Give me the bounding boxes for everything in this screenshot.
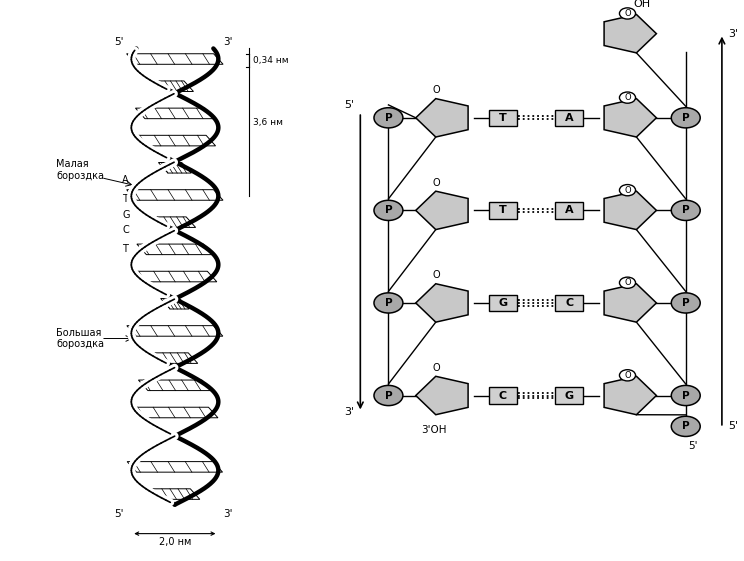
Polygon shape: [152, 353, 198, 364]
Text: 3': 3': [344, 407, 354, 417]
Circle shape: [620, 8, 635, 19]
FancyBboxPatch shape: [489, 109, 517, 126]
Polygon shape: [154, 217, 196, 227]
Text: A: A: [565, 113, 574, 123]
Circle shape: [671, 108, 700, 128]
Circle shape: [671, 416, 700, 436]
Text: 5': 5': [114, 37, 124, 47]
Text: O: O: [433, 178, 440, 188]
Text: O: O: [624, 9, 631, 18]
Circle shape: [374, 293, 403, 313]
Polygon shape: [416, 191, 468, 229]
FancyBboxPatch shape: [555, 295, 583, 311]
Text: 5': 5': [114, 509, 124, 518]
Text: 3'OH: 3'OH: [421, 425, 446, 435]
Text: C: C: [499, 390, 507, 401]
Text: O: O: [624, 93, 631, 102]
Polygon shape: [133, 272, 217, 282]
Polygon shape: [137, 244, 213, 255]
Polygon shape: [126, 190, 223, 200]
Circle shape: [620, 185, 635, 196]
Text: O: O: [433, 363, 440, 373]
Text: P: P: [682, 205, 690, 215]
Polygon shape: [132, 407, 218, 418]
Polygon shape: [135, 108, 214, 119]
Text: C: C: [122, 226, 129, 236]
Text: 3,6 нм: 3,6 нм: [253, 118, 283, 127]
Text: 3': 3': [224, 37, 233, 47]
Text: G: G: [565, 390, 574, 401]
Text: 2,0 нм: 2,0 нм: [158, 537, 191, 548]
Text: P: P: [682, 298, 690, 308]
Polygon shape: [126, 325, 223, 336]
Polygon shape: [161, 298, 189, 309]
Polygon shape: [604, 99, 656, 137]
Text: T: T: [499, 205, 507, 215]
FancyBboxPatch shape: [489, 295, 517, 311]
Polygon shape: [126, 54, 223, 65]
Polygon shape: [156, 81, 193, 91]
Text: Большая
бороздка: Большая бороздка: [57, 328, 104, 350]
Text: G: G: [122, 210, 129, 219]
Polygon shape: [604, 191, 656, 229]
Circle shape: [374, 385, 403, 406]
Circle shape: [671, 200, 700, 220]
Circle shape: [374, 200, 403, 220]
Text: T: T: [122, 194, 128, 204]
Circle shape: [671, 385, 700, 406]
Polygon shape: [127, 462, 222, 472]
Text: C: C: [565, 298, 574, 308]
Text: 5': 5': [728, 421, 738, 431]
Polygon shape: [604, 284, 656, 322]
Text: 3': 3': [728, 29, 738, 39]
Polygon shape: [138, 380, 211, 390]
Polygon shape: [604, 376, 656, 415]
Polygon shape: [134, 135, 216, 146]
Text: T: T: [122, 244, 128, 254]
Text: A: A: [565, 205, 574, 215]
Polygon shape: [150, 489, 200, 499]
Polygon shape: [416, 284, 468, 322]
FancyBboxPatch shape: [489, 387, 517, 404]
Text: OH: OH: [634, 0, 651, 10]
FancyBboxPatch shape: [555, 109, 583, 126]
Text: T: T: [499, 113, 507, 123]
Text: Малая
бороздка: Малая бороздка: [57, 159, 104, 181]
FancyBboxPatch shape: [489, 202, 517, 218]
Text: P: P: [385, 205, 392, 215]
Text: G: G: [498, 298, 507, 308]
Text: P: P: [682, 421, 690, 431]
FancyBboxPatch shape: [555, 387, 583, 404]
Text: A: A: [122, 175, 129, 185]
Text: P: P: [682, 113, 690, 123]
Text: O: O: [433, 270, 440, 280]
Text: 3': 3': [224, 509, 233, 518]
Text: 5': 5': [687, 441, 697, 450]
Polygon shape: [158, 163, 191, 173]
Text: P: P: [682, 390, 690, 401]
Text: O: O: [624, 371, 631, 380]
Text: P: P: [385, 390, 392, 401]
Circle shape: [671, 293, 700, 313]
Circle shape: [620, 92, 635, 103]
Text: 5': 5': [344, 100, 354, 110]
Text: P: P: [385, 298, 392, 308]
Text: O: O: [624, 186, 631, 195]
FancyBboxPatch shape: [555, 202, 583, 218]
Polygon shape: [604, 15, 656, 53]
Circle shape: [620, 277, 635, 288]
Text: O: O: [624, 278, 631, 287]
Circle shape: [374, 108, 403, 128]
Polygon shape: [416, 376, 468, 415]
Text: 0,34 нм: 0,34 нм: [253, 56, 288, 65]
Text: P: P: [385, 113, 392, 123]
Circle shape: [620, 370, 635, 381]
Polygon shape: [416, 99, 468, 137]
Text: O: O: [433, 85, 440, 95]
